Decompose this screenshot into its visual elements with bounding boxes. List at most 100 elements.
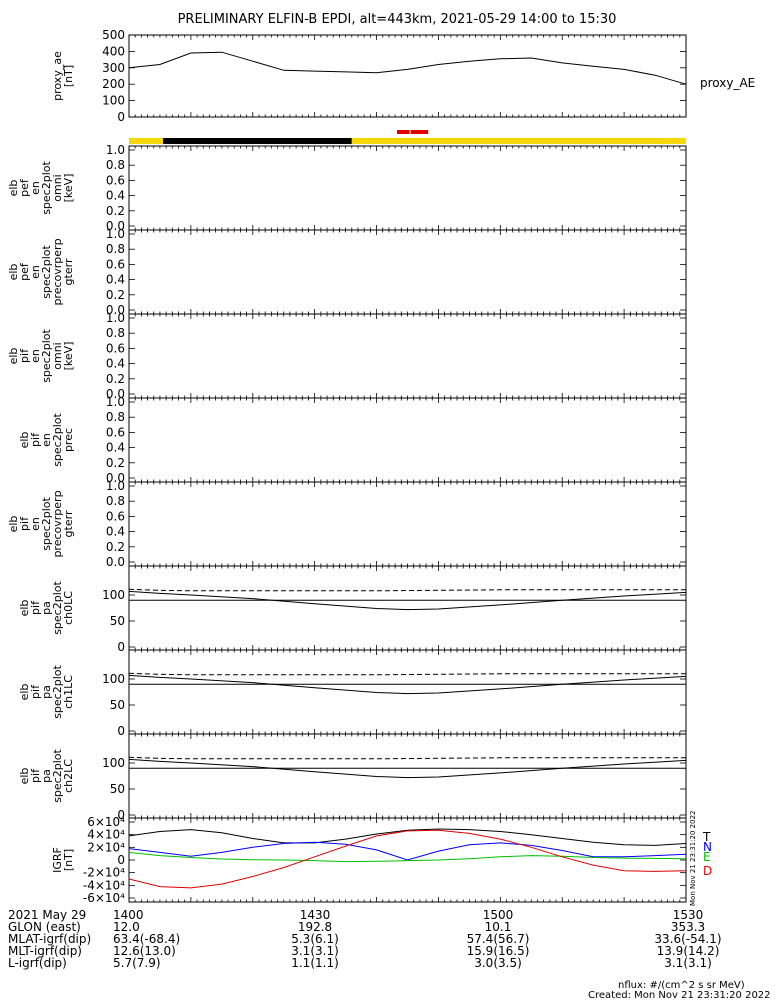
nflux-units: nflux: #/(cm^2 s sr MeV): [618, 980, 745, 991]
panel-elb-pif-pa-ch1lc-ylabel-line: pa: [40, 685, 53, 699]
proxy-ae-y-tick-label: 400: [102, 44, 125, 58]
panel-elb-pif-omni-ylabel-line: omni: [51, 342, 64, 369]
igrf-line-n: [128, 841, 687, 861]
panel-elb-pef-precovrperp-y-tick-label: 0.4: [106, 273, 125, 287]
panel-elb-pef-pmni-y-tick-label: 1.0: [106, 143, 125, 157]
panel-elb-pif-pa-ch0lc-y-tick-label: 0: [117, 640, 125, 654]
igrf-line-e: [128, 851, 687, 863]
panel-elb-pif-precovrperp-y-tick-label: 0.0: [106, 555, 125, 569]
panel-elb-pif-pa-ch1lc-line: [128, 674, 687, 695]
panel-elb-pif-prec-y-tick-label: 0.0: [106, 471, 125, 485]
panel-elb-pef-pmni-y-tick-label: 0.2: [106, 204, 125, 218]
panel-elb-pif-pa-ch2lc-y-tick-label: 0: [117, 808, 125, 822]
panel-elb-pif-prec-ylabel-line: pif: [29, 432, 42, 447]
panel-elb-pef-pmni-ylabel-line: en: [29, 181, 42, 195]
panel-frame: [128, 397, 687, 483]
igrf-y-tick-label: 4×10⁴: [87, 828, 125, 842]
panel-elb-pif-pa-ch0lc-line: [128, 588, 686, 592]
science-zone-marker: [396, 130, 410, 134]
igrf-y-tick-label: 2×10⁴: [87, 840, 125, 854]
side-stamp: Mon Nov 21 23:31:20 2022: [689, 811, 697, 906]
proxy-ae-ylabel-line: proxy_ae: [51, 51, 64, 101]
science-zone-marker: [410, 130, 429, 134]
panel-elb-pif-prec-y-tick-label: 1.0: [106, 395, 125, 409]
panel-elb-pef-precovrperp-y-tick-label: 0.6: [106, 257, 125, 271]
plot-title: PRELIMINARY ELFIN-B EPDI, alt=443km, 202…: [178, 12, 617, 27]
igrf-line-d: [128, 829, 687, 889]
panel-elb-pif-pa-ch1lc-ylabel-line: elb: [18, 684, 31, 701]
panel-elb-pif-pa-ch2lc-ylabel-line: pa: [40, 769, 53, 783]
ephem-row-label: L-igrf(dip): [8, 956, 67, 970]
igrf-legend-n: N: [703, 840, 712, 854]
x-tick-label: 1530: [673, 908, 704, 922]
igrf-y-tick-label: -4×10⁴: [83, 878, 125, 892]
ephem-value: 5.7(7.9): [113, 956, 161, 970]
panel-proxy-ae: 0 100 200 300 400 500 proxy_ae[nT] proxy_AE: [51, 28, 755, 124]
panel-elb-pef-precovrperp-ylabel-line: elb: [7, 264, 20, 281]
panel-elb-pif-pa-ch0lc-y-tick-label: 50: [110, 614, 125, 628]
panel-elb-pif-pa-ch1lc-y-tick-label: 50: [110, 698, 125, 712]
proxy-ae-y-tick-label: 200: [102, 77, 125, 91]
panel-elb-pif-pa-ch0lc-ylabel-line: elb: [18, 600, 31, 617]
panel-elb-pif-precovrperp-ylabel-line: gterr: [62, 510, 75, 537]
panel-elb-pif-omni-ylabel-line: [keV]: [62, 342, 75, 371]
panel-elb-pef-precovrperp-ylabel-line: pef: [18, 262, 31, 281]
panel-elb-pif-prec-ylabel-line: elb: [18, 432, 31, 449]
panel-elb-pif-pa-ch1lc-y-tick-label: 0: [117, 724, 125, 738]
panel-elb-pef-pmni-ylabel-line: [keV]: [62, 174, 75, 203]
igrf-legend-d: D: [703, 864, 712, 878]
panel-frame: [128, 313, 687, 399]
igrf-legend-t: T: [702, 830, 711, 844]
igrf-y-tick-label: 6×10⁴: [87, 815, 125, 829]
panel-frame: [128, 34, 687, 118]
panel-elb-pif-pa-ch2lc-ylabel-line: spec2plot: [51, 749, 64, 803]
igrf-legend-e: E: [703, 850, 711, 864]
panel-elb-pif-omni-y-tick-label: 0.6: [106, 341, 125, 355]
panel-elb-pif-pa-ch1lc-y-tick-label: 100: [102, 672, 125, 686]
x-tick-label: 1430: [300, 908, 331, 922]
panel-elb-pif-pa-ch2lc-ylabel-line: pif: [29, 768, 42, 783]
panel-elb-pef-precovrperp-y-tick-label: 0.2: [106, 288, 125, 302]
ephem-value: 3.1(3.1): [291, 944, 339, 958]
proxy-ae-y-tick-label: 0: [117, 110, 125, 124]
ephem-value: 13.9(14.2): [657, 944, 720, 958]
panel-elb-pef-pmni-ylabel-line: omni: [51, 174, 64, 201]
panel-elb-pef-precovrperp-y-tick-label: 0.8: [106, 242, 125, 256]
ephemeris-table: 2021 May 29 1400 1430 1500 1530 GLON (east) 12…: [8, 908, 722, 970]
panel-elb-pif-pa-ch2lc-ylabel-line: elb: [18, 768, 31, 785]
panel-elb-pif-precovrperp-ylabel-line: en: [29, 517, 42, 531]
panel-elb-pef-pmni: 0.00.20.4 0.60.81.0 elbpefenspec2plotomni[…: [7, 143, 687, 233]
panel-elb-pif-pa-ch1lc-ylabel-line: ch1LC: [62, 675, 75, 709]
quality-segment: [163, 138, 352, 144]
panel-elb-pef-precovrperp: 0.00.20.4 0.60.81.0 elbpefenspec2plotpreco…: [7, 227, 687, 317]
proxy-ae-y-tick-label: 100: [102, 94, 125, 108]
panel-elb-pif-precovrperp-y-tick-label: 0.8: [106, 494, 125, 508]
ephem-value: 3.0(3.5): [474, 956, 522, 970]
proxy-ae-line: [128, 51, 687, 85]
panel-elb-pif-precovrperp-y-tick-label: 0.2: [106, 540, 125, 554]
created-stamp: Created: Mon Nov 21 23:31:20 2022: [588, 990, 771, 1000]
ephem-value: 5.3(6.1): [291, 932, 339, 946]
panel-elb-pif-precovrperp-ylabel-line: precovrperp: [51, 490, 64, 557]
panel-elb-pif-pa-ch1lc-ylabel-line: spec2plot: [51, 665, 64, 719]
ephem-value: 15.9(16.5): [467, 944, 530, 958]
panel-elb-pif-omni-ylabel-line: pif: [18, 348, 31, 363]
panel-elb-pif-pa-ch0lc-ylabel-line: pa: [40, 601, 53, 615]
panel-elb-pef-precovrperp-y-tick-label: 0.0: [106, 303, 125, 317]
ephem-value: 33.6(-54.1): [654, 932, 721, 946]
panel-elb-pif-precovrperp-y-tick-label: 0.4: [106, 525, 125, 539]
panel-frame: [128, 649, 687, 735]
panel-frame: [128, 229, 687, 315]
panel-elb-pif-pa-ch1lc-line: [128, 672, 686, 676]
panel-elb-pif-omni-y-tick-label: 0.0: [106, 387, 125, 401]
panel-elb-pif-prec-ylabel-line: prec: [62, 428, 75, 452]
panel-elb-pif-omni-ylabel-line: en: [29, 349, 42, 363]
panel-elb-pif-prec-y-tick-label: 0.2: [106, 456, 125, 470]
ephem-value: 12.6(13.0): [113, 944, 176, 958]
panel-elb-pif-pa-ch2lc-ylabel-line: ch2LC: [62, 759, 75, 793]
x-tick-label: 1500: [483, 908, 514, 922]
